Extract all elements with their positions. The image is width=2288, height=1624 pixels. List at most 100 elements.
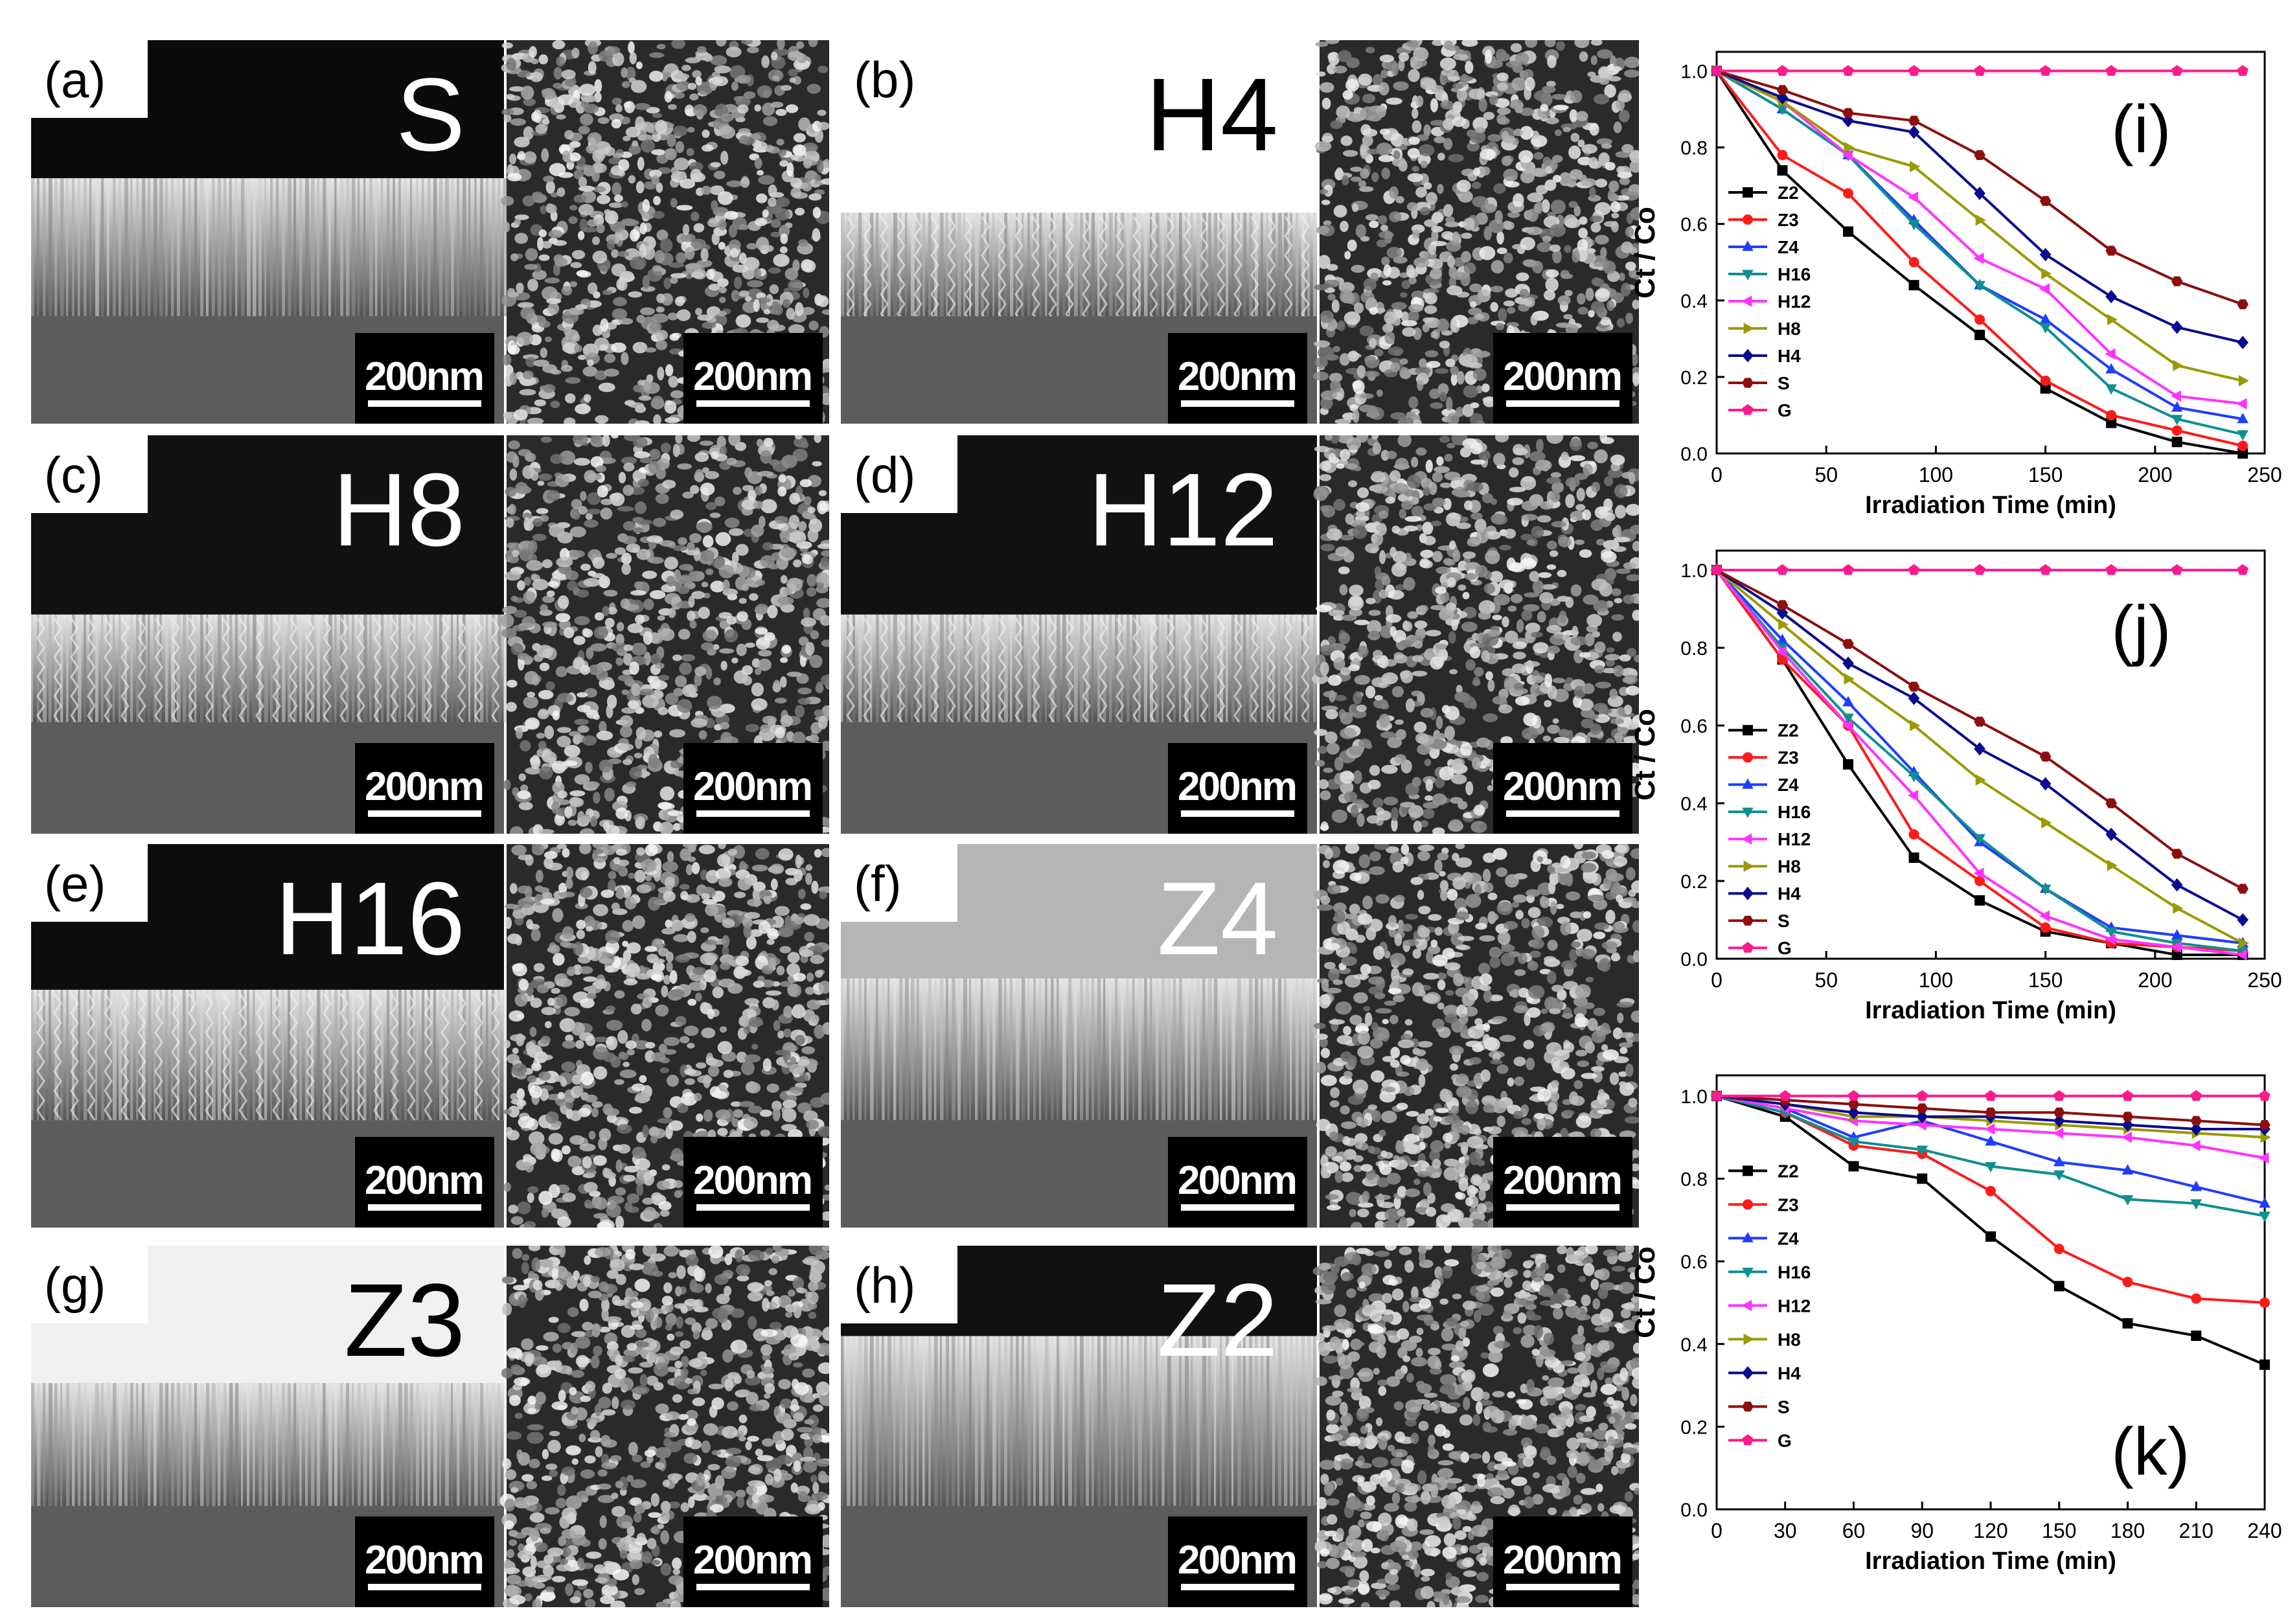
- data-point-S: [2171, 849, 2183, 859]
- data-point-H4: [2237, 913, 2248, 927]
- data-point-G: [2171, 564, 2183, 575]
- y-tick-label: 0.8: [1680, 138, 1708, 159]
- data-point-S: [2259, 1119, 2271, 1130]
- data-point-Z4: [2237, 413, 2248, 424]
- data-point-H4: [2039, 777, 2052, 791]
- sem-panel-c: 200nm 200nm (c) H8: [31, 435, 829, 834]
- data-point-H16: [2122, 1195, 2134, 1206]
- x-tick-label: 60: [1842, 1519, 1866, 1542]
- sem-image: 200nm 200nm (c) H8: [31, 435, 829, 834]
- scale-bar-label-cross: 200nm: [1178, 1158, 1298, 1203]
- data-point-H4: [2171, 878, 2183, 892]
- legend-marker-H16: [1742, 269, 1754, 280]
- data-point-Z3: [2053, 1244, 2065, 1254]
- x-tick-label: 150: [2028, 968, 2063, 992]
- data-point-S: [2190, 1115, 2202, 1126]
- data-point-G: [1908, 65, 1920, 76]
- scale-bar-label-top: 200nm: [1503, 1538, 1623, 1583]
- data-point-S: [1776, 600, 1789, 610]
- x-tick-label: 240: [2247, 1519, 2282, 1542]
- legend-marker-Z4: [1742, 240, 1754, 251]
- y-tick-label: 0.2: [1680, 1417, 1708, 1438]
- x-tick-label: 250: [2247, 463, 2282, 486]
- x-tick-label: 250: [2247, 968, 2282, 992]
- data-point-Z2: [2237, 448, 2248, 459]
- data-point-H4: [1916, 1110, 1928, 1124]
- scale-bar-label-top: 200nm: [693, 1538, 813, 1583]
- legend-marker-H4: [1742, 349, 1754, 363]
- data-point-G: [1842, 65, 1854, 76]
- panel-letter-d: (d): [854, 446, 915, 503]
- data-point-H16: [2171, 415, 2183, 426]
- y-tick-label: 0.4: [1680, 794, 1708, 815]
- data-point-G: [1916, 1090, 1928, 1101]
- data-point-H12: [2039, 910, 2050, 922]
- data-point-Z2: [1908, 280, 1919, 291]
- data-point-H8: [1975, 214, 1986, 226]
- data-point-H12: [2105, 933, 2116, 945]
- data-point-H12: [1984, 1123, 1995, 1135]
- data-point-H12: [1907, 790, 1918, 801]
- legend-label-H8: H8: [1778, 856, 1801, 876]
- data-point-H8: [1844, 673, 1855, 685]
- sem-panel-d: 200nm 200nm (d) H12: [841, 435, 1639, 834]
- data-point-S: [2039, 196, 2052, 206]
- data-point-Z2: [1843, 759, 1854, 770]
- y-tick-label: 0.0: [1680, 444, 1708, 465]
- data-point-Z3: [2040, 922, 2051, 933]
- legend-marker-Z2: [1743, 1165, 1753, 1176]
- sample-label-a: S: [396, 56, 465, 172]
- data-point-G: [2237, 564, 2248, 575]
- data-point-Z3: [1908, 257, 1919, 268]
- x-tick-label: 50: [1814, 968, 1838, 992]
- data-point-G: [1711, 1090, 1722, 1101]
- data-point-H16: [2259, 1211, 2271, 1222]
- data-point-H4: [2105, 827, 2117, 841]
- legend-marker-Z3: [1743, 752, 1753, 763]
- data-point-H4: [2105, 290, 2117, 304]
- data-point-S: [1842, 108, 1854, 119]
- scale-bar-label-top: 200nm: [693, 354, 813, 399]
- legend-marker-H16: [1742, 807, 1754, 818]
- data-point-Z3: [2106, 409, 2117, 420]
- data-point-H12: [1973, 253, 1984, 264]
- data-point-H12: [1842, 149, 1853, 161]
- legend-marker-H12: [1741, 1299, 1752, 1312]
- legend-label-H8: H8: [1778, 319, 1801, 339]
- x-tick-label: 0: [1711, 1519, 1722, 1542]
- degradation-chart-i: 0 50 100 150 200 250 0.0 0.2 0.4 0.6 0.8 1.0 Irradia…: [1607, 39, 2282, 544]
- data-point-Z2: [2122, 1318, 2133, 1329]
- x-tick-label: 30: [1774, 1519, 1797, 1542]
- legend-marker-H4: [1742, 1366, 1754, 1380]
- data-point-G: [1848, 1090, 1860, 1101]
- legend-marker-G: [1742, 1434, 1754, 1445]
- legend-label-H16: H16: [1778, 264, 1811, 284]
- legend-marker-G: [1742, 942, 1754, 953]
- data-point-Z2: [2106, 417, 2117, 428]
- sem-image: 200nm 200nm (e) H16: [31, 844, 829, 1228]
- sample-label-d: H12: [1088, 452, 1278, 567]
- data-point-S: [1776, 85, 1789, 95]
- sample-label-e: H16: [275, 860, 465, 976]
- data-point-H4: [2190, 1122, 2202, 1136]
- data-point-S: [2053, 1107, 2065, 1118]
- legend-marker-H12: [1741, 833, 1752, 845]
- data-point-H8: [2107, 860, 2118, 871]
- data-point-G: [1974, 564, 1985, 575]
- data-point-Z2: [2171, 950, 2182, 960]
- data-point-H4: [1908, 125, 1920, 139]
- data-point-H8: [2041, 817, 2052, 829]
- scale-bar-label-top: 200nm: [1503, 1158, 1623, 1203]
- panel-letter-e: (e): [44, 855, 106, 912]
- sem-image: 200nm 200nm (f) Z4: [841, 844, 1639, 1228]
- legend-label-H12: H12: [1778, 829, 1811, 849]
- data-point-Z3: [1843, 188, 1854, 199]
- x-axis-label: Irradiation Time (min): [1865, 492, 2116, 519]
- y-axis-label: Ct / Co: [1629, 1246, 1661, 1338]
- legend-label-G: G: [1778, 1430, 1792, 1450]
- data-point-H12: [1842, 720, 1853, 731]
- x-axis-label: Irradiation Time (min): [1865, 1548, 2116, 1575]
- x-tick-label: 150: [2028, 463, 2063, 486]
- data-point-H16: [1908, 772, 1920, 783]
- data-point-H8: [1910, 720, 1921, 731]
